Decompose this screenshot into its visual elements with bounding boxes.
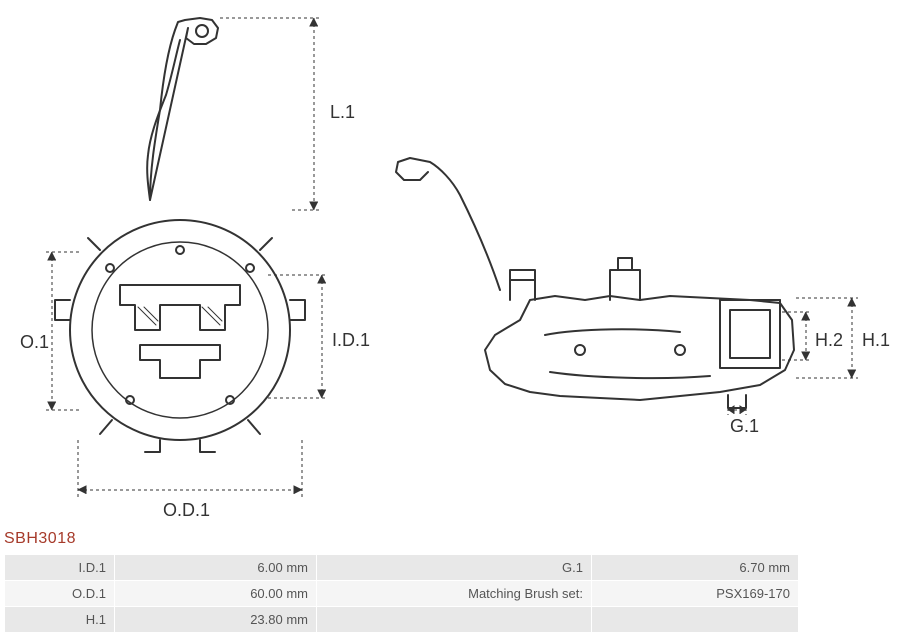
right-view [396,158,794,408]
spec-value [592,607,798,632]
dim-label-h1: H.1 [862,330,890,350]
spec-table: I.D.1 6.00 mm G.1 6.70 mm O.D.1 60.00 mm… [4,554,799,633]
dim-label-id1: I.D.1 [332,330,370,350]
spec-key: O.D.1 [5,581,114,606]
spec-key: H.1 [5,607,114,632]
part-code: SBH3018 [4,530,76,548]
spec-value: PSX169-170 [592,581,798,606]
dim-label-o1: O.1 [20,332,49,352]
spec-key: Matching Brush set: [317,581,591,606]
table-row: H.1 23.80 mm [5,607,798,632]
left-view [55,18,305,452]
spec-key: G.1 [317,555,591,580]
table-row: I.D.1 6.00 mm G.1 6.70 mm [5,555,798,580]
dim-label-g1: G.1 [730,416,759,436]
spec-value: 6.70 mm [592,555,798,580]
spec-value: 23.80 mm [115,607,316,632]
dim-label-l1: L.1 [330,102,355,122]
spec-key [317,607,591,632]
dim-label-h2: H.2 [815,330,843,350]
table-row: O.D.1 60.00 mm Matching Brush set: PSX16… [5,581,798,606]
dim-label-od1: O.D.1 [163,500,210,520]
spec-key: I.D.1 [5,555,114,580]
technical-drawing: L.1 I.D.1 O.1 O.D.1 G.1 H.2 H.1 [0,0,897,528]
spec-value: 6.00 mm [115,555,316,580]
spec-value: 60.00 mm [115,581,316,606]
